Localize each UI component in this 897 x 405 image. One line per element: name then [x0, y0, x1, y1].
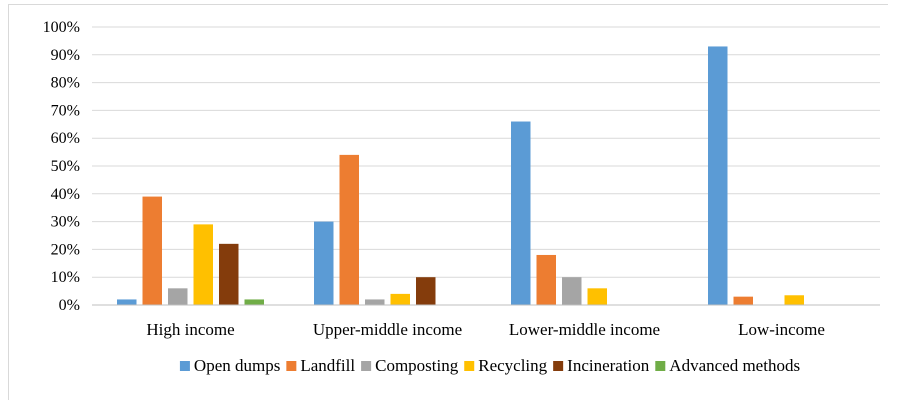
legend-label: Recycling [478, 356, 547, 375]
legend-label: Open dumps [194, 356, 280, 375]
bar [117, 299, 137, 305]
legend-swatch [553, 361, 564, 371]
legend-label: Incineration [567, 356, 650, 375]
bar [219, 243, 239, 305]
bar [733, 296, 753, 305]
legend-swatch [655, 361, 666, 371]
bar [416, 277, 436, 305]
bar [339, 154, 359, 305]
bar [244, 299, 264, 305]
y-tick-label: 60% [51, 130, 80, 147]
bar [390, 293, 410, 305]
bar [562, 277, 582, 305]
bars [117, 46, 804, 306]
bar [314, 221, 334, 305]
y-tick-label: 10% [51, 269, 80, 286]
y-tick-label: 70% [51, 102, 80, 119]
x-category-label: High income [146, 320, 234, 339]
legend-swatch [179, 361, 190, 371]
legend-label: Advanced methods [669, 356, 800, 375]
x-category-label: Upper-middle income [313, 320, 462, 339]
bar [142, 196, 162, 305]
y-tick-label: 90% [51, 47, 80, 64]
bar [168, 288, 188, 305]
legend-swatch [464, 361, 475, 371]
bar [784, 295, 804, 305]
x-axis-category-labels: High income Upper-middle income Lower-midd… [146, 320, 825, 339]
legend-label: Landfill [300, 356, 355, 375]
x-category-label: Lower-middle income [509, 320, 660, 339]
y-tick-label: 30% [51, 214, 80, 231]
y-tick-label: 20% [51, 241, 80, 258]
bar [587, 288, 607, 305]
gridlines [92, 26, 880, 278]
bar [365, 299, 385, 305]
legend-swatch [286, 361, 297, 371]
x-category-label: Low-income [738, 320, 825, 339]
y-axis-tick-labels: 0% 10% 20% 30% 40% 50% 60% 70% 80% 90% 100% [43, 19, 80, 314]
legend-swatch [361, 361, 372, 371]
y-tick-label: 100% [43, 19, 80, 36]
bar [511, 121, 531, 306]
bar [536, 254, 556, 305]
legend: Open dumps Landfill Composting Recycling Inc… [179, 356, 800, 375]
y-tick-label: 50% [51, 158, 80, 175]
y-tick-label: 0% [59, 297, 80, 314]
bar [193, 224, 213, 305]
bar [708, 46, 728, 306]
chart-frame [8, 4, 888, 400]
y-tick-label: 40% [51, 186, 80, 203]
y-tick-label: 80% [51, 75, 80, 92]
legend-label: Composting [375, 356, 459, 375]
